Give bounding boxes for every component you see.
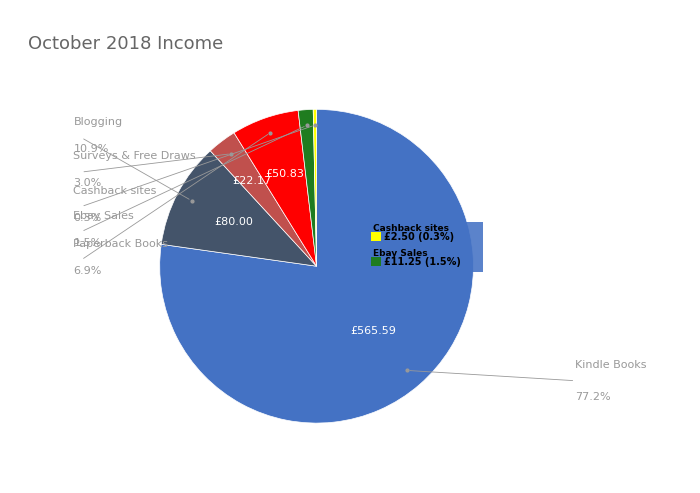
Text: Blogging: Blogging bbox=[74, 117, 122, 127]
Wedge shape bbox=[298, 109, 316, 266]
Text: October 2018 Income: October 2018 Income bbox=[28, 35, 223, 53]
Text: £2.50 (0.3%): £2.50 (0.3%) bbox=[384, 232, 454, 242]
FancyBboxPatch shape bbox=[367, 246, 483, 273]
Wedge shape bbox=[160, 109, 473, 423]
Text: £80.00: £80.00 bbox=[214, 217, 253, 227]
Text: Paperback Books: Paperback Books bbox=[74, 239, 169, 249]
Text: £11.25 (1.5%): £11.25 (1.5%) bbox=[384, 257, 461, 267]
Wedge shape bbox=[161, 151, 316, 266]
Text: Surveys & Free Draws: Surveys & Free Draws bbox=[74, 151, 196, 161]
Text: Ebay Sales: Ebay Sales bbox=[373, 249, 428, 258]
Text: Cashback sites: Cashback sites bbox=[373, 224, 449, 233]
Text: Cashback sites: Cashback sites bbox=[74, 186, 157, 196]
Wedge shape bbox=[234, 110, 316, 266]
Text: Ebay Sales: Ebay Sales bbox=[74, 211, 134, 221]
Text: £565.59: £565.59 bbox=[350, 326, 396, 336]
Text: 3.0%: 3.0% bbox=[74, 178, 102, 188]
Text: 0.3%: 0.3% bbox=[74, 213, 102, 223]
Text: 77.2%: 77.2% bbox=[575, 392, 611, 402]
Text: 10.9%: 10.9% bbox=[74, 144, 108, 154]
Text: £22.17: £22.17 bbox=[232, 176, 272, 186]
Text: £50.83: £50.83 bbox=[265, 170, 304, 179]
Bar bbox=[372, 257, 381, 266]
Text: 6.9%: 6.9% bbox=[74, 266, 102, 276]
Wedge shape bbox=[313, 109, 316, 266]
Bar bbox=[372, 232, 381, 241]
Text: Kindle Books: Kindle Books bbox=[575, 360, 647, 370]
Wedge shape bbox=[210, 133, 316, 266]
FancyBboxPatch shape bbox=[367, 221, 483, 247]
Text: 1.5%: 1.5% bbox=[74, 238, 102, 248]
